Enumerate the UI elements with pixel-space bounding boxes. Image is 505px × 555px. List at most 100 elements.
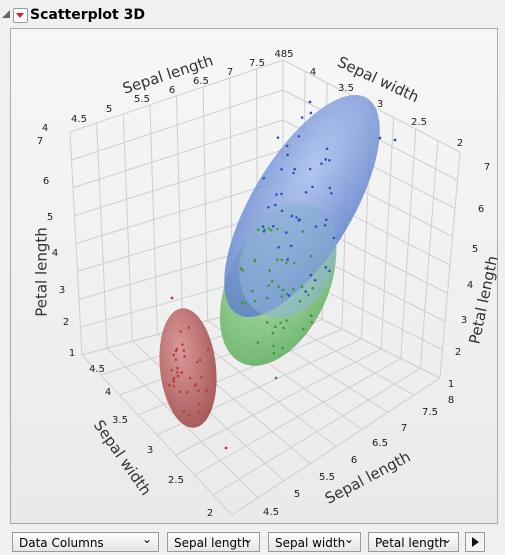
- data-point: [172, 353, 176, 357]
- data-point: [176, 366, 179, 370]
- tick-label: 5: [106, 104, 112, 115]
- dropdown[interactable]: Data Columns: [12, 529, 159, 552]
- data-point: [261, 225, 265, 228]
- data-point: [378, 136, 382, 140]
- data-point: [198, 358, 202, 362]
- data-point: [272, 351, 276, 355]
- data-point: [301, 230, 305, 233]
- tick-label: 3: [461, 315, 467, 326]
- data-point: [275, 193, 278, 196]
- data-point: [267, 205, 270, 209]
- data-point: [206, 348, 210, 351]
- menu-button[interactable]: [13, 8, 28, 23]
- data-point: [274, 325, 277, 328]
- data-point: [272, 224, 275, 228]
- data-point: [262, 230, 266, 233]
- data-point: [276, 136, 280, 139]
- data-point: [168, 383, 171, 387]
- tick-label: 4: [52, 248, 58, 259]
- tick-label: 1: [69, 348, 75, 359]
- tick-label: 7: [484, 162, 490, 173]
- data-point: [185, 390, 189, 394]
- data-point: [240, 301, 244, 305]
- tick-label: 7.5: [422, 407, 438, 418]
- grid-line: [212, 367, 421, 496]
- dropdown[interactable]: Petal length: [368, 529, 459, 552]
- data-point: [265, 296, 269, 300]
- title: Scatterplot 3D: [30, 7, 145, 23]
- data-point: [274, 203, 277, 207]
- data-point: [280, 192, 283, 196]
- data-point: [256, 341, 260, 344]
- data-point: [253, 299, 257, 303]
- tick-label: 7: [37, 136, 43, 147]
- grid-line: [419, 140, 439, 369]
- grid-line: [175, 348, 382, 456]
- data-point: [205, 389, 208, 393]
- data-point: [292, 287, 295, 291]
- data-point: [285, 231, 288, 234]
- data-point: [197, 402, 201, 406]
- data-point: [175, 347, 179, 351]
- tick-label: 4: [42, 123, 48, 134]
- data-point: [297, 134, 301, 138]
- data-point: [270, 280, 274, 283]
- data-point: [309, 254, 313, 258]
- data-point: [301, 327, 305, 331]
- tick-label: 4: [467, 280, 473, 291]
- points: [168, 100, 397, 450]
- tick-label: 6: [478, 204, 484, 215]
- data-point: [241, 268, 244, 272]
- tick-label: 2: [63, 317, 69, 328]
- data-point: [274, 376, 278, 380]
- tick-label: 6.5: [372, 438, 388, 449]
- data-point: [309, 111, 313, 115]
- data-point: [293, 167, 297, 171]
- data-point: [172, 376, 176, 380]
- data-point: [309, 314, 313, 317]
- tick-label: 6.5: [193, 76, 209, 87]
- data-point: [262, 176, 266, 180]
- tick-label: 2: [457, 138, 463, 149]
- data-point: [267, 227, 271, 230]
- data-point: [239, 267, 243, 270]
- data-point: [271, 331, 275, 335]
- data-point: [314, 225, 318, 228]
- data-point: [281, 346, 284, 350]
- plot-3d[interactable]: 4 4.5 5 5.5 6 6.5 7 7.5 4 3.5 3 2.5 2 7 6 5 4 3 2 1 7 6 5 4 3 2 1 4…: [10, 28, 498, 524]
- dropdown[interactable]: Sepal width: [268, 529, 361, 552]
- tick-label: 3.5: [112, 415, 128, 426]
- data-point: [298, 300, 302, 303]
- data-point: [182, 409, 186, 413]
- data-point: [295, 216, 298, 219]
- data-point: [304, 290, 308, 293]
- data-point: [170, 296, 174, 300]
- data-point: [174, 358, 178, 361]
- data-point: [266, 321, 269, 324]
- data-point: [174, 349, 178, 353]
- tick-label: 5.5: [319, 472, 335, 483]
- data-point: [187, 326, 191, 329]
- data-point: [180, 371, 184, 374]
- data-point: [270, 228, 273, 232]
- data-point: [325, 147, 329, 151]
- data-point: [313, 278, 317, 282]
- grid-line: [231, 377, 441, 516]
- tick-label: 4: [105, 387, 111, 398]
- dropdown[interactable]: Sepal length: [167, 529, 260, 552]
- tick-label: 4.5: [71, 114, 87, 125]
- data-point: [181, 343, 184, 346]
- header: Scatterplot 3D: [0, 4, 505, 26]
- next-button[interactable]: [465, 532, 485, 552]
- data-point: [197, 389, 200, 393]
- data-point: [309, 273, 313, 277]
- data-point: [282, 326, 285, 330]
- data-point: [290, 214, 294, 218]
- data-point: [285, 261, 288, 265]
- data-point: [325, 218, 328, 221]
- tick-label: 4: [310, 67, 316, 78]
- collapse-toggle[interactable]: [2, 10, 10, 18]
- tick-label: 1: [448, 379, 454, 390]
- data-point: [304, 190, 308, 194]
